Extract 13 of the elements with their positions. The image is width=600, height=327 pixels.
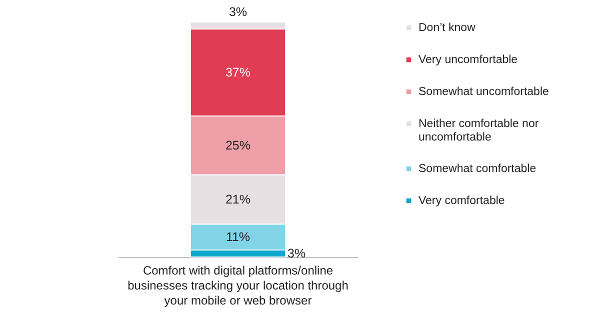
legend-label: Very comfortable: [418, 194, 505, 207]
data-label: 3%: [228, 5, 248, 19]
data-label: 25%: [225, 138, 251, 152]
data-label: 37%: [225, 66, 251, 80]
legend-label: Somewhat uncomfortable: [418, 86, 549, 98]
legend-label: Somewhat comfortable: [418, 162, 536, 175]
data-label: 3%: [288, 246, 306, 260]
legend-label: Neither comfortable nor uncomfortable: [418, 118, 539, 144]
data-label: 21%: [225, 192, 251, 206]
x-tick-label: Comfort with digital platforms/online businesses tracking your location through your mobile or web browser: [128, 264, 348, 308]
legend-label: Don’t know: [418, 22, 476, 34]
legend-label: Very uncomfortable: [418, 54, 518, 66]
data-label: 11%: [226, 230, 250, 244]
